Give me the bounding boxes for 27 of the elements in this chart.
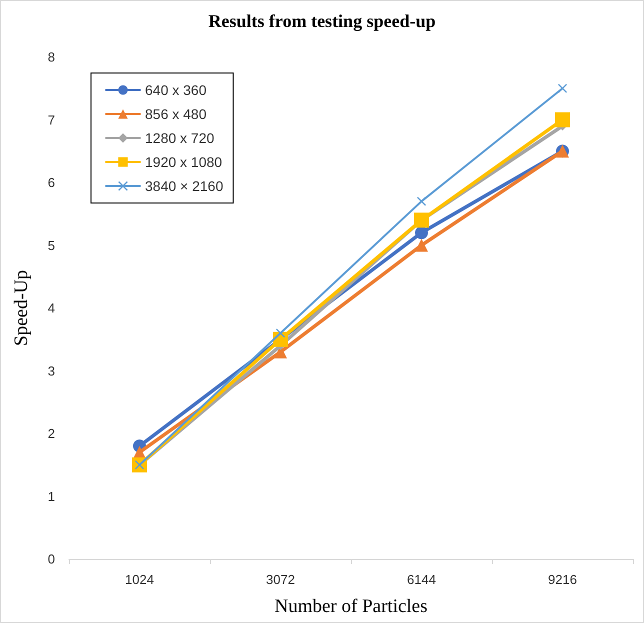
point [558,84,567,93]
point [414,212,429,228]
y-tick-label: 0 [48,552,55,566]
point [555,112,570,128]
chart-title: Results from testing speed-up [208,11,436,31]
x-tick-label: 6144 [407,572,436,587]
x-tick-label: 3072 [266,572,295,587]
y-tick-label: 5 [48,238,55,253]
y-tick-label: 1 [48,488,55,504]
x-tick-label: 9216 [548,572,577,587]
y-axis-title: Speed-Up [11,270,32,346]
legend-label: 3840 × 2160 [145,178,224,194]
y-tick-label: 7 [48,112,55,128]
legend-label: 1920 x 1080 [145,154,222,170]
y-tick-label: 3 [48,363,55,378]
point [415,226,428,240]
y-tick-label: 6 [48,175,55,190]
y-tick-label: 4 [48,300,55,316]
y-tick-label: 8 [48,50,55,64]
legend-label: 1280 x 720 [145,130,214,146]
x-axis-title: Number of Particles [274,596,428,617]
point [417,196,426,206]
legend-label: 640 x 360 [145,82,207,98]
y-tick-label: 2 [48,426,55,441]
x-tick-label: 1024 [125,572,154,587]
legend-label: 856 x 480 [145,106,207,122]
point [415,238,428,252]
